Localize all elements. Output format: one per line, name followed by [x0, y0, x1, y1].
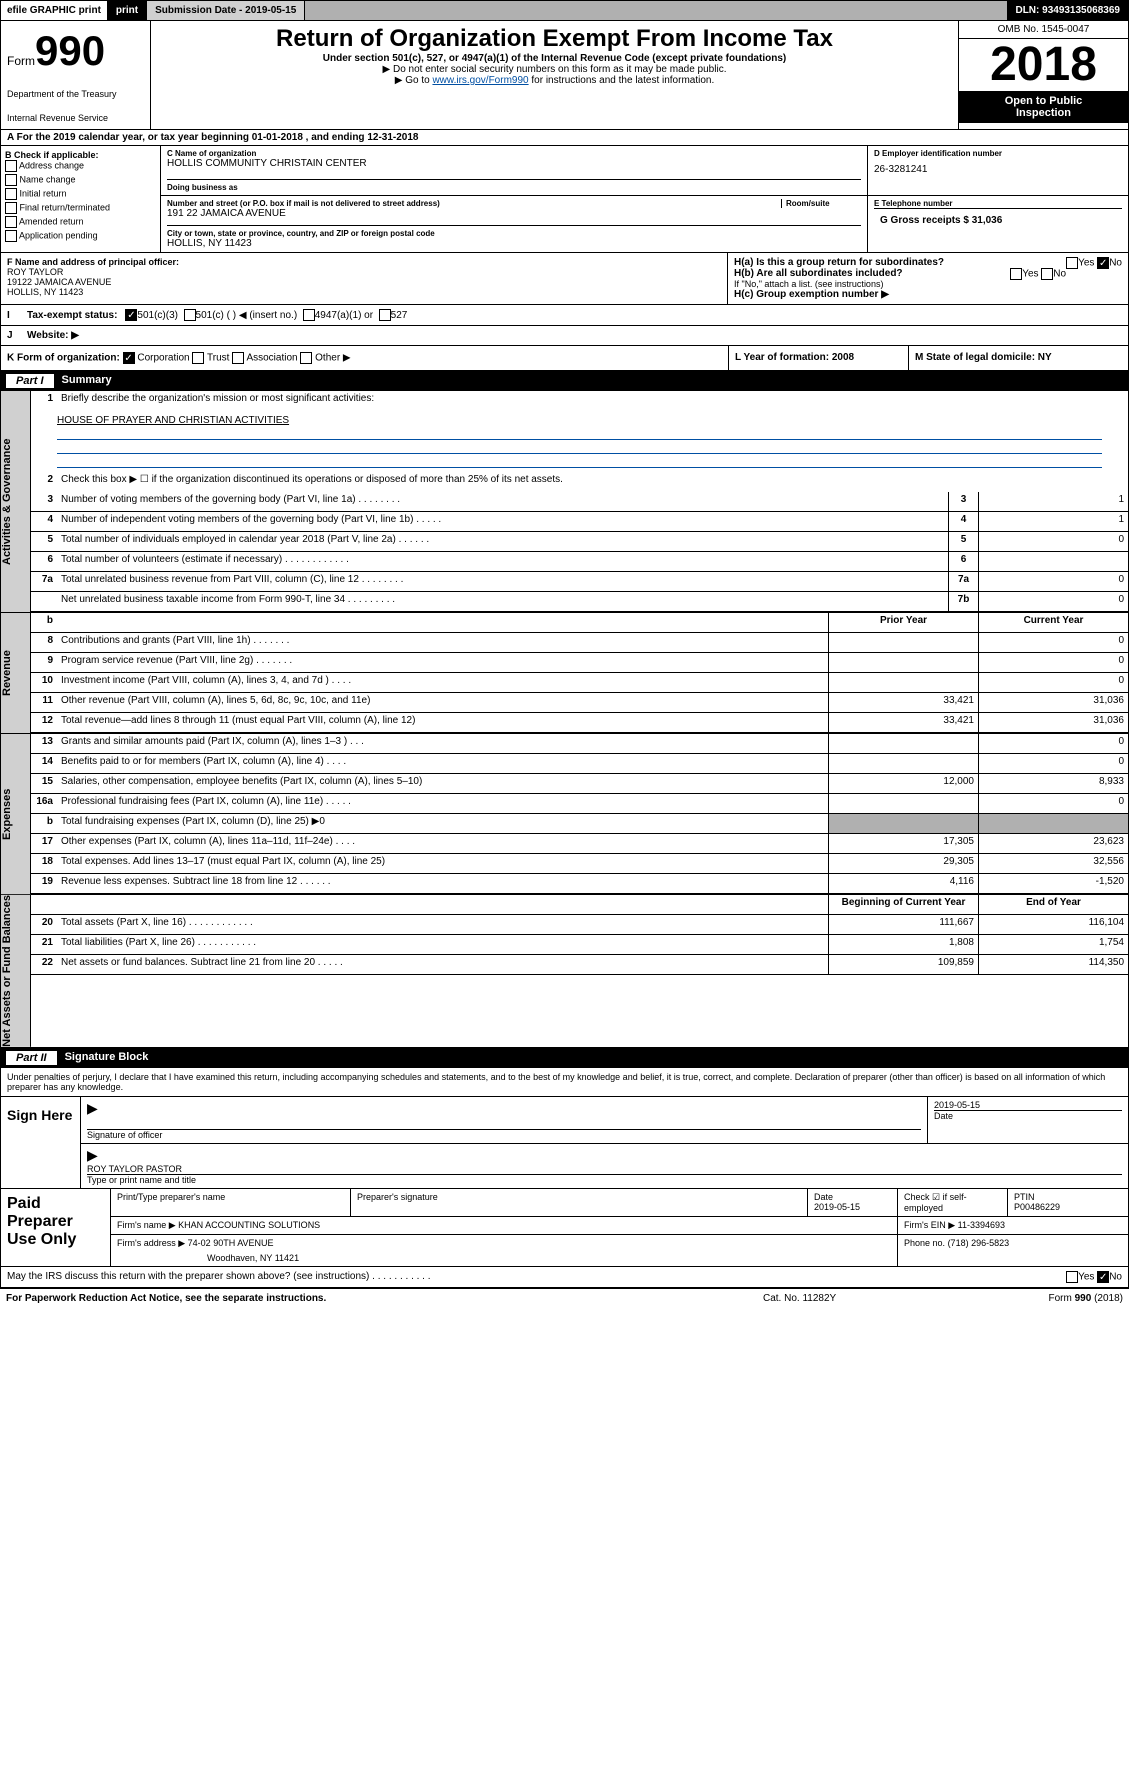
org-name: HOLLIS COMMUNITY CHRISTAIN CENTER	[167, 158, 861, 169]
f-h-row: F Name and address of principal officer:…	[0, 253, 1129, 305]
tax-year: 2018	[959, 39, 1128, 91]
info-grid: B Check if applicable: Address change Na…	[0, 146, 1129, 253]
dept-irs: Internal Revenue Service	[7, 113, 144, 123]
top-bar: efile GRAPHIC print print Submission Dat…	[0, 0, 1129, 21]
chk-trust[interactable]	[192, 352, 204, 364]
chk-name[interactable]	[5, 174, 17, 186]
revenue-table: Revenue bPrior YearCurrent Year 8Contrib…	[0, 613, 1129, 734]
sign-here-block: Sign Here Signature of officer 2019-05-1…	[0, 1097, 1129, 1189]
sign-date: 2019-05-15	[934, 1100, 1122, 1110]
hb-no[interactable]	[1041, 268, 1053, 280]
hb-yes[interactable]	[1010, 268, 1022, 280]
vtab-netassets: Net Assets or Fund Balances	[1, 895, 31, 1047]
telephone-cell: E Telephone number G Gross receipts $ 31…	[868, 196, 1128, 252]
line-j: J Website: ▶	[0, 326, 1129, 346]
print-button[interactable]: print	[108, 1, 147, 20]
firm-ein: 11-3394693	[958, 1220, 1005, 1230]
box-h: H(a) Is this a group return for subordin…	[728, 253, 1128, 304]
open-inspection: Open to PublicInspection	[959, 91, 1128, 123]
gross-receipts: G Gross receipts $ 31,036	[874, 208, 1122, 232]
topbar-fill	[305, 1, 1007, 20]
firm-name: KHAN ACCOUNTING SOLUTIONS	[178, 1220, 320, 1230]
box-b: B Check if applicable: Address change Na…	[1, 146, 161, 252]
netassets-table: Net Assets or Fund Balances Beginning of…	[0, 895, 1129, 1048]
box-cde: C Name of organization HOLLIS COMMUNITY …	[161, 146, 1128, 252]
chk-final[interactable]	[5, 202, 17, 214]
part-i-header: Part ISummary	[0, 371, 1129, 391]
paid-preparer-block: Paid Preparer Use Only Print/Type prepar…	[0, 1189, 1129, 1267]
omb-number: OMB No. 1545-0047	[959, 21, 1128, 39]
chk-501c[interactable]	[184, 309, 196, 321]
title-block: Return of Organization Exempt From Incom…	[151, 21, 958, 129]
form990-link[interactable]: www.irs.gov/Form990	[432, 75, 528, 86]
page-footer: For Paperwork Reduction Act Notice, see …	[0, 1288, 1129, 1308]
year-formation: L Year of formation: 2008	[728, 346, 908, 370]
ein-cell: D Employer identification number 26-3281…	[868, 146, 1128, 196]
vtab-revenue: Revenue	[1, 613, 31, 733]
ein-value: 26-3281241	[874, 164, 1122, 175]
officer-name: ROY TAYLOR	[7, 267, 721, 277]
mission-text: HOUSE OF PRAYER AND CHRISTIAN ACTIVITIES	[31, 411, 1128, 472]
box-f: F Name and address of principal officer:…	[1, 253, 728, 304]
line-k: K Form of organization: ✓ Corporation Tr…	[0, 346, 1129, 371]
chk-initial[interactable]	[5, 188, 17, 200]
v3: 1	[978, 492, 1128, 511]
discuss-no[interactable]: ✓	[1097, 1271, 1109, 1283]
chk-amended[interactable]	[5, 216, 17, 228]
chk-4947[interactable]	[303, 309, 315, 321]
vtab-governance: Activities & Governance	[1, 391, 31, 612]
vtab-expenses: Expenses	[1, 734, 31, 894]
title-note1: ▶ Do not enter social security numbers o…	[161, 64, 948, 75]
line-i: I Tax-exempt status: ✓ 501(c)(3) 501(c) …	[0, 305, 1129, 326]
penalty-text: Under penalties of perjury, I declare th…	[0, 1068, 1129, 1097]
sign-here-label: Sign Here	[1, 1097, 81, 1188]
period-line: A For the 2019 calendar year, or tax yea…	[0, 130, 1129, 146]
chk-pending[interactable]	[5, 230, 17, 242]
chk-address[interactable]	[5, 160, 17, 172]
state-domicile: M State of legal domicile: NY	[908, 346, 1128, 370]
dln-label: DLN: 93493135068369	[1007, 1, 1128, 20]
chk-527[interactable]	[379, 309, 391, 321]
address-cell: Number and street (or P.O. box if mail i…	[161, 196, 868, 252]
city-state: HOLLIS, NY 11423	[167, 238, 861, 249]
ptin: P00486229	[1014, 1202, 1122, 1212]
title-note2: ▶ Go to www.irs.gov/Form990 for instruct…	[161, 75, 948, 86]
chk-other[interactable]	[300, 352, 312, 364]
expenses-table: Expenses 13Grants and similar amounts pa…	[0, 734, 1129, 895]
form-header: Form 990 Department of the Treasury Inte…	[0, 21, 1129, 130]
title-under: Under section 501(c), 527, or 4947(a)(1)…	[161, 53, 948, 64]
year-block: OMB No. 1545-0047 2018 Open to PublicIns…	[958, 21, 1128, 129]
chk-corp[interactable]: ✓	[123, 352, 135, 364]
street-address: 191 22 JAMAICA AVENUE	[167, 208, 861, 219]
firm-phone: (718) 296-5823	[948, 1238, 1010, 1248]
efile-label: efile GRAPHIC print	[1, 1, 108, 20]
dept-treasury: Department of the Treasury	[7, 89, 144, 99]
form-title: Return of Organization Exempt From Incom…	[161, 25, 948, 53]
submission-date: Submission Date - 2019-05-15	[147, 1, 305, 20]
chk-assoc[interactable]	[232, 352, 244, 364]
discuss-line: May the IRS discuss this return with the…	[0, 1267, 1129, 1288]
form-id-block: Form 990 Department of the Treasury Inte…	[1, 21, 151, 129]
discuss-yes[interactable]	[1066, 1271, 1078, 1283]
form-number: 990	[35, 27, 105, 75]
ha-yes[interactable]	[1066, 257, 1078, 269]
form-word: Form	[7, 54, 35, 68]
chk-501c3[interactable]: ✓	[125, 309, 137, 321]
ha-no[interactable]: ✓	[1097, 257, 1109, 269]
org-name-cell: C Name of organization HOLLIS COMMUNITY …	[161, 146, 868, 196]
part-ii-header: Part IISignature Block	[0, 1048, 1129, 1068]
paid-preparer-label: Paid Preparer Use Only	[1, 1189, 111, 1266]
officer-signed-name: ROY TAYLOR PASTOR	[87, 1164, 1122, 1174]
summary-table: Activities & Governance 1Briefly describ…	[0, 391, 1129, 613]
